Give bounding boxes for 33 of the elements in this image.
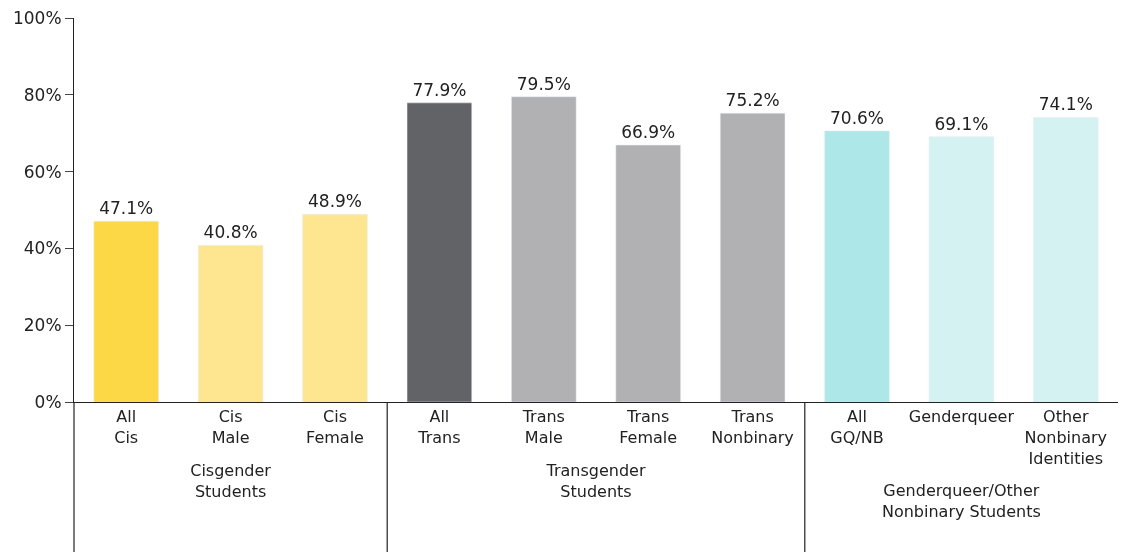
data-label: 75.2%	[725, 90, 780, 111]
data-label: 66.9%	[621, 122, 676, 143]
x-axis-title: Transgender Students	[545, 460, 646, 501]
x-tick-label: Cis Female	[306, 407, 364, 447]
data-label: 74.1%	[1038, 94, 1093, 115]
data-label: 47.1%	[99, 198, 154, 219]
y-tick-label: 60%	[23, 161, 62, 182]
x-tick-label: Cis Male	[211, 407, 250, 447]
x-tick-label: All GQ/NB	[830, 407, 884, 447]
x-tick-label: Trans Nonbinary	[711, 407, 794, 447]
y-tick-label: 40%	[23, 238, 62, 259]
x-tick-label: Trans Male	[521, 407, 565, 447]
bar	[615, 144, 681, 402]
x-tick-label: Other Nonbinary Identities	[1024, 407, 1108, 468]
bar	[511, 96, 577, 402]
bar	[406, 102, 473, 402]
x-axis-title: Genderqueer/Other Nonbinary Students	[881, 481, 1041, 522]
x-tick-label: All Cis	[114, 407, 139, 447]
x-tick-label: Genderqueer	[908, 407, 1015, 427]
y-tick-label: 0%	[34, 391, 62, 412]
data-label: 69.1%	[934, 113, 989, 134]
data-label: 40.8%	[203, 222, 258, 243]
x-axis-title: Cisgender Students	[190, 460, 272, 501]
x-tick-label: Trans Female	[619, 407, 678, 447]
y-tick-label: 20%	[23, 315, 62, 336]
bar	[719, 112, 786, 402]
data-label: 79.5%	[516, 73, 571, 94]
y-tick-label: 100%	[12, 7, 62, 28]
data-label: 48.9%	[307, 191, 363, 212]
x-tick-label: All Trans	[417, 407, 461, 447]
y-tick-label: 80%	[23, 84, 62, 105]
data-label: 77.9%	[412, 79, 467, 100]
data-label: 70.6%	[829, 107, 885, 128]
